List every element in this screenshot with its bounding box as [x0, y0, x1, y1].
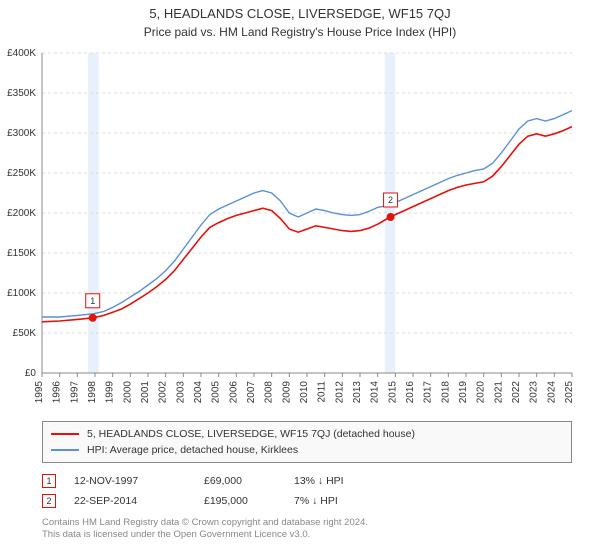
- svg-text:2018: 2018: [440, 381, 451, 404]
- sale-price: £69,000: [204, 475, 294, 487]
- sales-table: 1 12-NOV-1997 £69,000 13% ↓ HPI 2 22-SEP…: [42, 471, 572, 511]
- svg-text:2020: 2020: [476, 381, 487, 404]
- svg-text:£250K: £250K: [7, 168, 36, 179]
- svg-text:£200K: £200K: [7, 208, 36, 219]
- svg-text:1998: 1998: [87, 381, 98, 404]
- svg-text:£350K: £350K: [7, 88, 36, 99]
- chart-subtitle: Price paid vs. HM Land Registry's House …: [0, 21, 600, 45]
- svg-text:2022: 2022: [511, 381, 522, 404]
- svg-text:2017: 2017: [423, 381, 434, 404]
- sale-diff: 7% ↓ HPI: [294, 495, 414, 507]
- legend-item: HPI: Average price, detached house, Kirk…: [51, 442, 563, 458]
- footer-line2: This data is licensed under the Open Gov…: [42, 529, 572, 541]
- legend: 5, HEADLANDS CLOSE, LIVERSEDGE, WF15 7QJ…: [42, 421, 572, 463]
- sale-marker-icon: 1: [42, 474, 56, 488]
- svg-text:2016: 2016: [405, 381, 416, 404]
- svg-text:2005: 2005: [211, 381, 222, 404]
- footer-line1: Contains HM Land Registry data © Crown c…: [42, 517, 572, 529]
- svg-text:2014: 2014: [370, 381, 381, 404]
- sale-diff: 13% ↓ HPI: [294, 475, 414, 487]
- chart-area: £0 £50K £100K £150K £200K £250K £300K £350K £400…: [0, 45, 600, 415]
- sale-date: 22-SEP-2014: [74, 495, 204, 507]
- svg-text:2000: 2000: [122, 381, 133, 404]
- svg-text:2002: 2002: [158, 381, 169, 404]
- svg-text:1997: 1997: [69, 381, 80, 404]
- svg-text:2001: 2001: [140, 381, 151, 404]
- sale-row: 1 12-NOV-1997 £69,000 13% ↓ HPI: [42, 471, 572, 491]
- svg-text:2007: 2007: [246, 381, 257, 404]
- svg-text:2015: 2015: [387, 381, 398, 404]
- sale-marker-icon: 2: [42, 494, 56, 508]
- legend-item: 5, HEADLANDS CLOSE, LIVERSEDGE, WF15 7QJ…: [51, 426, 563, 442]
- svg-text:£400K: £400K: [7, 48, 36, 59]
- svg-text:£300K: £300K: [7, 128, 36, 139]
- sale-marker-num: 1: [46, 476, 51, 486]
- sale-marker-num: 2: [46, 496, 51, 506]
- legend-swatch: [51, 433, 79, 435]
- legend-label: 5, HEADLANDS CLOSE, LIVERSEDGE, WF15 7QJ…: [87, 428, 415, 440]
- svg-text:2: 2: [388, 195, 393, 205]
- svg-text:1995: 1995: [34, 381, 45, 404]
- legend-swatch: [51, 449, 79, 451]
- svg-text:2003: 2003: [175, 381, 186, 404]
- chart-svg: £0 £50K £100K £150K £200K £250K £300K £350K £400…: [0, 45, 600, 415]
- svg-text:£150K: £150K: [7, 248, 36, 259]
- svg-text:2012: 2012: [334, 381, 345, 404]
- svg-text:2011: 2011: [317, 381, 328, 403]
- legend-label: HPI: Average price, detached house, Kirk…: [87, 444, 298, 456]
- svg-text:2025: 2025: [564, 381, 575, 404]
- footer: Contains HM Land Registry data © Crown c…: [42, 517, 572, 542]
- svg-text:2013: 2013: [352, 381, 363, 404]
- svg-text:£50K: £50K: [13, 328, 37, 339]
- svg-text:2010: 2010: [299, 381, 310, 404]
- svg-text:2021: 2021: [493, 381, 504, 404]
- svg-text:2019: 2019: [458, 381, 469, 404]
- chart-title: 5, HEADLANDS CLOSE, LIVERSEDGE, WF15 7QJ: [0, 0, 600, 21]
- svg-text:2006: 2006: [228, 381, 239, 404]
- svg-text:1: 1: [90, 296, 95, 306]
- svg-text:1996: 1996: [52, 381, 63, 404]
- sale-row: 2 22-SEP-2014 £195,000 7% ↓ HPI: [42, 491, 572, 511]
- sale-price: £195,000: [204, 495, 294, 507]
- svg-text:£100K: £100K: [7, 288, 36, 299]
- svg-text:2008: 2008: [264, 381, 275, 404]
- svg-text:1999: 1999: [105, 381, 116, 404]
- svg-text:2009: 2009: [281, 381, 292, 404]
- svg-text:£0: £0: [25, 368, 37, 379]
- svg-text:2023: 2023: [529, 381, 540, 404]
- svg-text:2004: 2004: [193, 381, 204, 404]
- svg-text:2024: 2024: [546, 381, 557, 404]
- sale-date: 12-NOV-1997: [74, 475, 204, 487]
